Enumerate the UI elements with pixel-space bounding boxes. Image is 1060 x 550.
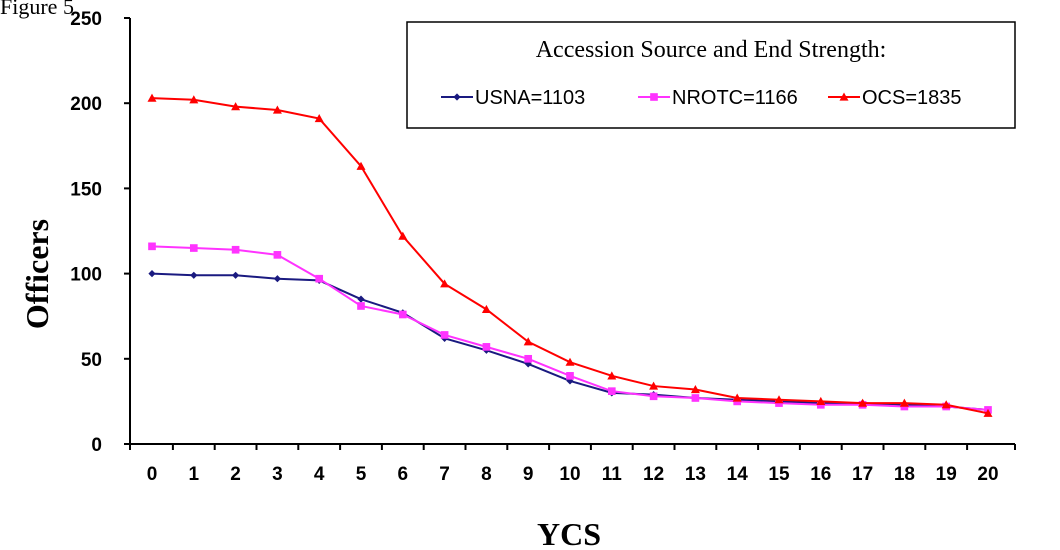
x-tick-label: 19	[936, 464, 957, 485]
square-marker	[357, 302, 365, 310]
triangle-marker	[649, 381, 659, 390]
triangle-marker	[189, 95, 199, 104]
y-tick-label: 100	[70, 265, 102, 286]
legend-label: USNA=1103	[475, 87, 585, 109]
legend-box	[406, 21, 1016, 129]
diamond-marker	[453, 93, 461, 101]
square-marker	[691, 394, 700, 402]
triangle-marker	[481, 304, 491, 313]
plot-area	[147, 93, 993, 417]
square-marker	[148, 242, 156, 251]
triangle-marker	[839, 92, 849, 101]
triangle-marker	[607, 371, 617, 380]
x-axis-title: YCS	[537, 516, 601, 550]
x-tick-label: 12	[643, 464, 664, 485]
y-axis-title: Officers	[19, 219, 55, 329]
legend: Accession Source and End Strength: USNA=…	[406, 21, 1016, 129]
x-tick-label: 13	[685, 464, 706, 485]
square-marker	[440, 331, 449, 339]
legend-title: Accession Source and End Strength:	[536, 37, 887, 63]
y-tick-label: 50	[81, 350, 102, 371]
y-tick-label: 250	[70, 9, 102, 30]
triangle-marker	[732, 393, 742, 402]
legend-label: NROTC=1166	[672, 87, 798, 109]
square-marker	[398, 310, 407, 319]
x-tick-label: 7	[439, 464, 450, 485]
triangle-marker	[858, 398, 868, 407]
x-tick-label: 8	[481, 464, 492, 485]
triangle-marker	[440, 279, 450, 288]
square-marker	[273, 251, 282, 259]
y-tick-label: 0	[91, 435, 102, 456]
diamond-marker	[566, 377, 574, 385]
triangle-marker	[983, 408, 993, 417]
series-square	[148, 242, 992, 414]
diamond-marker	[357, 295, 365, 303]
x-tick-label: 14	[727, 464, 749, 485]
square-marker	[189, 244, 198, 252]
square-marker	[231, 245, 240, 254]
triangle-marker	[565, 357, 575, 366]
x-tick-label: 5	[356, 464, 367, 485]
x-tick-label: 2	[230, 464, 241, 485]
x-tick-label: 1	[189, 464, 200, 485]
triangle-marker	[774, 395, 784, 404]
x-tick-label: 16	[810, 464, 831, 485]
x-tick-label: 3	[272, 464, 283, 485]
x-tick-label: 9	[523, 464, 534, 485]
square-marker	[482, 343, 491, 351]
series-line	[151, 245, 989, 411]
triangle-marker	[147, 93, 157, 102]
x-tick-label: 11	[602, 464, 623, 485]
series-line	[151, 272, 989, 411]
diamond-marker	[273, 275, 281, 283]
square-marker	[524, 354, 533, 363]
square-marker	[650, 93, 658, 101]
triangle-marker	[231, 102, 241, 111]
legend-entry: OCS=1835	[828, 87, 962, 109]
square-marker	[607, 387, 616, 396]
triangle-marker	[941, 400, 951, 409]
series-triangle	[147, 93, 993, 417]
legend-entries: USNA=1103 NROTC=1166 OCS=1835	[441, 87, 962, 109]
square-marker	[315, 274, 324, 283]
legend-label: OCS=1835	[862, 87, 962, 109]
diamond-marker	[148, 270, 156, 278]
triangle-marker	[398, 231, 408, 240]
y-tick-label: 200	[70, 94, 102, 115]
x-tick-label: 0	[147, 464, 158, 485]
triangle-marker	[899, 398, 909, 407]
x-tick-label: 10	[559, 464, 580, 485]
square-marker	[649, 392, 658, 401]
triangle-marker	[690, 384, 700, 394]
triangle-marker	[356, 161, 366, 170]
x-tick-label: 6	[398, 464, 409, 485]
diamond-marker	[232, 271, 240, 279]
x-tick-label: 18	[894, 464, 915, 485]
x-tick-label: 15	[768, 464, 790, 485]
x-tick-label: 4	[314, 464, 325, 485]
triangle-marker	[523, 337, 533, 346]
triangle-marker	[272, 105, 282, 114]
triangle-marker	[816, 396, 826, 405]
x-tick-label: 20	[977, 464, 998, 485]
figure-label: Figure 5	[0, 0, 74, 19]
triangle-marker	[314, 114, 324, 123]
series-diamond	[148, 270, 992, 414]
x-tick-label: 17	[852, 464, 873, 485]
y-tick-label: 150	[70, 179, 102, 200]
diamond-marker	[190, 271, 198, 279]
legend-entry: USNA=1103	[441, 87, 585, 109]
square-marker	[566, 372, 574, 380]
legend-entry: NROTC=1166	[638, 87, 798, 109]
